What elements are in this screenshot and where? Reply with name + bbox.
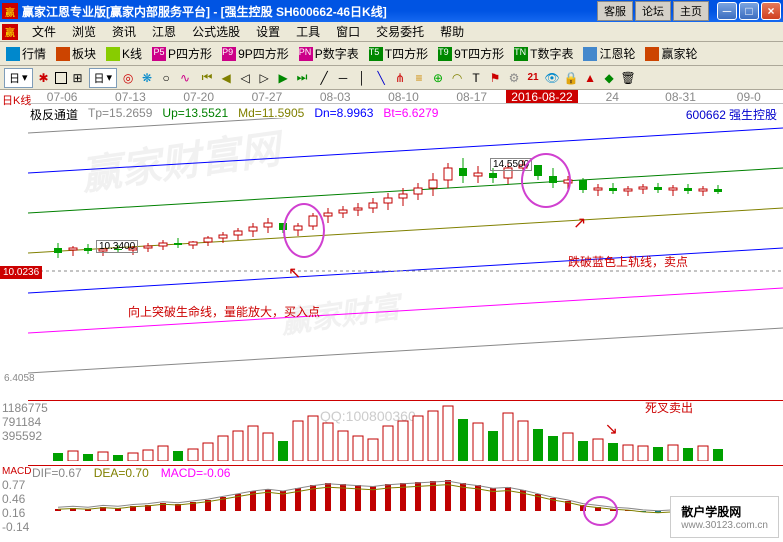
eye-icon[interactable]: 👁 [544,70,560,86]
tb-9tsquare[interactable]: T99T四方形 [434,44,508,64]
tb-winwheel[interactable]: 赢家轮 [641,44,701,64]
num21-icon[interactable]: 21 [525,70,541,86]
menu-file[interactable]: 文件 [24,21,64,42]
sell-annotation: 跌破蓝色上轨线，卖点 [568,253,688,270]
icon-fan[interactable]: ❋ [139,70,155,86]
buy-annotation: 向上突破生命线，量能放大，买入点 [128,303,320,320]
macd-circle [583,496,618,526]
date-axis: 07-0607-1307-2007-2708-0308-1008-172016-… [28,90,783,104]
draw-fan-icon[interactable]: ⋔ [392,70,408,86]
period-combo2[interactable]: 日 [89,68,118,88]
draw-vline-icon[interactable]: │ [354,70,370,86]
draw-fib-icon[interactable]: ≡ [411,70,427,86]
draw-arc-icon[interactable]: ◠ [449,70,465,86]
chart-type-label: 日K线 [2,92,31,108]
volume-labels: 1186775 791184 395592 [2,401,48,443]
draw-text-icon[interactable]: T [468,70,484,86]
titlebar-links: 客服 论坛 主页 [597,1,709,21]
price-mid-label: 10.3400 [96,240,138,253]
icon-square[interactable] [55,72,67,84]
draw-trend-icon[interactable]: ╲ [373,70,389,86]
app-icon: 赢 [2,3,18,19]
menu-trade[interactable]: 交易委托 [368,21,432,42]
kline-chart[interactable]: 10.0236 10.3400 14.5500 向上突破生命线，量能放大，买入点… [28,118,783,386]
window-controls: ─ □ × [717,2,781,20]
window-title: 赢家江恩专业版[赢家内部服务平台] - [强生控股 SH600662-46日K线… [22,3,597,20]
period-combo1[interactable]: 日 [4,68,33,88]
price-left-label: 10.0236 [0,266,42,279]
nav-first-icon[interactable]: ⏮ [199,70,215,86]
link-forum[interactable]: 论坛 [635,1,671,21]
minimize-button[interactable]: ─ [717,2,737,20]
titlebar: 赢 赢家江恩专业版[赢家内部服务平台] - [强生控股 SH600662-46日… [0,0,783,22]
toolbar-main: 行情 板块 K线 P5P四方形 P99P四方形 PNP数字表 T5T四方形 T9… [0,42,783,66]
menu-settings[interactable]: 设置 [248,21,288,42]
draw-spiral-icon[interactable]: ⊕ [430,70,446,86]
macd-name: MACD [2,466,31,477]
volume-chart[interactable]: 1186775 791184 395592 死叉卖出 ↘ [28,400,783,460]
tb-kline[interactable]: K线 [102,44,146,64]
tb-tsquare[interactable]: T5T四方形 [365,44,432,64]
macd-value: MACD=-0.06 [161,466,231,480]
nav-prev-icon[interactable]: ◀ [218,70,234,86]
menu-info[interactable]: 资讯 [104,21,144,42]
icon-circle[interactable]: ○ [158,70,174,86]
tb-pnumber[interactable]: PNP数字表 [295,44,363,64]
logo-box: 散户学股网 www.30123.com.cn [670,496,779,538]
link-home[interactable]: 主页 [673,1,709,21]
menu-gann[interactable]: 江恩 [144,21,184,42]
tool-a-icon[interactable]: ▲ [582,70,598,86]
flag-icon[interactable]: ⚑ [487,70,503,86]
macd-sell-arrow-icon: ↘ [605,419,618,439]
dif-value: DIF=0.67 [32,466,82,480]
close-button[interactable]: × [761,2,781,20]
macd-y-labels: 0.77 0.46 0.16 -0.14 [2,478,29,534]
maximize-button[interactable]: □ [739,2,759,20]
menu-app-icon: 赢 [2,24,18,40]
tb-sectors[interactable]: 板块 [52,44,100,64]
nav-next-icon[interactable]: ⏭ [294,70,310,86]
draw-line-icon[interactable]: ╱ [316,70,332,86]
icon-4split[interactable]: ⊞ [70,70,86,86]
nav-play-icon[interactable]: ▶ [275,70,291,86]
tb-gannwheel[interactable]: 江恩轮 [579,44,639,64]
tb-9psquare[interactable]: P99P四方形 [218,44,293,64]
tb-tnumber[interactable]: TNT数字表 [510,44,577,64]
y-left-label: 6.4058 [4,373,35,384]
draw-hline-icon[interactable]: ─ [335,70,351,86]
icon-target[interactable]: ◎ [120,70,136,86]
toolbar-draw: 日 ✱ ⊞ 日 ◎ ❋ ○ ∿ ⏮ ◀ ◁ ▷ ▶ ⏭ ╱ ─ │ ╲ ⋔ ≡ … [0,66,783,90]
buy-circle [283,203,325,258]
nav-back-icon[interactable]: ◁ [237,70,253,86]
macd-values: DIF=0.67 DEA=0.70 MACD=-0.06 [32,466,230,480]
sell-circle [521,153,571,208]
menu-formula[interactable]: 公式选股 [184,21,248,42]
icon-star[interactable]: ✱ [36,70,52,86]
trash-icon[interactable]: 🗑 [620,70,636,86]
buy-arrow-icon: ↖ [288,263,301,283]
gear-icon[interactable]: ⚙ [506,70,522,86]
menu-help[interactable]: 帮助 [432,21,472,42]
menubar: 赢 文件 浏览 资讯 江恩 公式选股 设置 工具 窗口 交易委托 帮助 [0,22,783,42]
menu-browse[interactable]: 浏览 [64,21,104,42]
icon-wave[interactable]: ∿ [177,70,193,86]
lock-icon[interactable]: 🔒 [563,70,579,86]
tb-psquare[interactable]: P5P四方形 [148,44,216,64]
menu-tools[interactable]: 工具 [288,21,328,42]
chart-area: 日K线 07-0607-1307-2007-2708-0308-1008-172… [0,90,783,542]
sell-arrow-icon: ↗ [573,213,586,233]
nav-fwd-icon[interactable]: ▷ [256,70,272,86]
menu-window[interactable]: 窗口 [328,21,368,42]
dea-value: DEA=0.70 [94,466,149,480]
link-kefu[interactable]: 客服 [597,1,633,21]
macd-sell-annotation: 死叉卖出 [645,399,693,416]
tool-b-icon[interactable]: ◆ [601,70,617,86]
tb-quotes[interactable]: 行情 [2,44,50,64]
